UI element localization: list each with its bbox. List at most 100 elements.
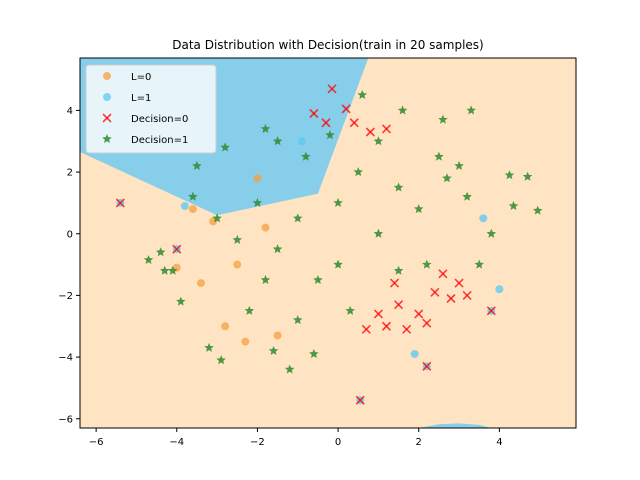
series-2-point-7	[394, 300, 404, 310]
y-axis: −6 −4 −2 0 2 4	[58, 106, 80, 425]
series-2-point-21	[355, 395, 365, 405]
series-2-point-17-stroke-b	[438, 269, 448, 279]
plot-area	[80, 58, 576, 428]
series-2-point-0	[327, 84, 337, 94]
series-3-point-21	[176, 296, 186, 306]
series-3-point-34	[438, 114, 448, 124]
series-2-point-4	[381, 124, 392, 134]
legend-marker-1	[103, 93, 111, 101]
series-2-point-10-stroke-b	[446, 293, 456, 304]
y-tick-label-5: 4	[67, 106, 73, 117]
series-2-point-5	[309, 108, 319, 119]
series-2-point-11	[381, 321, 392, 331]
series-2-point-3-stroke-b	[365, 127, 375, 137]
series-0-point-8	[188, 205, 197, 214]
series-3-point-40	[293, 315, 303, 325]
series-3-point-2	[373, 228, 384, 238]
series-3-point-5	[353, 167, 363, 177]
series-3-point-37	[393, 265, 404, 275]
legend: L=0 L=1 Decision=0 Decision=1	[85, 64, 217, 154]
x-tick-label-5: 4	[496, 437, 502, 448]
series-3-point-15	[508, 201, 519, 211]
series-2-point-18	[462, 290, 472, 300]
x-axis: −6 −4 −2 0 2 4	[89, 428, 503, 448]
series-3-point-1	[333, 197, 343, 207]
x-tick-label-4: 2	[416, 437, 422, 448]
series-3	[143, 90, 543, 374]
series-2-point-4-stroke-b	[381, 124, 392, 134]
series-3-point-0	[293, 213, 303, 223]
series-2-point-22-stroke-b	[486, 306, 496, 316]
series-3-point-31	[272, 136, 283, 146]
x-tick-label-2: −2	[250, 437, 265, 448]
series-3-point-27	[159, 265, 170, 275]
series-2-point-11-stroke-b	[381, 321, 392, 331]
series-3-point-4	[313, 275, 323, 285]
series-2-point-10	[446, 293, 456, 304]
series-3-point-44	[413, 204, 424, 214]
series-2-point-14-stroke-b	[454, 278, 464, 288]
series-3-point-13	[522, 171, 533, 181]
series-3-point-29	[220, 142, 230, 152]
series-3-point-30	[260, 123, 271, 133]
series-3-point-42	[373, 136, 384, 146]
series-2-point-2-stroke-b	[349, 118, 359, 128]
series-2-point-20	[115, 198, 125, 208]
series-3-point-12	[486, 228, 497, 238]
series-3-point-28	[192, 160, 202, 170]
series-1-point-9	[297, 137, 306, 146]
legend-label-2: Decision=0	[131, 114, 188, 125]
series-2-point-19	[389, 278, 400, 288]
series-2-point-19-stroke-b	[389, 278, 400, 288]
series-2-point-24	[172, 244, 182, 254]
series-3-point-48	[260, 275, 271, 285]
y-tick-label-0: −6	[58, 414, 73, 425]
legend-label-3: Decision=1	[131, 135, 188, 146]
series-3-point-6	[393, 182, 404, 192]
series-2-point-7-stroke-b	[394, 300, 404, 310]
y-tick-label-2: −2	[58, 291, 73, 302]
series-3-point-46	[188, 191, 198, 201]
series-3-point-3	[272, 244, 283, 254]
series-3-point-23	[216, 355, 226, 365]
legend-marker-3	[102, 134, 112, 144]
y-tick-label-3: 0	[67, 229, 73, 240]
series-2-point-8	[414, 309, 424, 319]
series-2	[115, 84, 496, 405]
series-0-point-0	[261, 223, 270, 232]
series-3-point-20	[167, 265, 178, 275]
series-2-point-14	[454, 278, 464, 288]
series-2-point-8-stroke-b	[414, 309, 424, 319]
series-3-point-39	[244, 305, 255, 315]
series-3-point-45	[474, 259, 484, 269]
series-2-point-16	[361, 324, 371, 334]
series-1-point-5	[495, 285, 504, 294]
series-3-point-22	[204, 342, 214, 352]
plot-frame	[79, 57, 577, 429]
series-0-point-5	[196, 279, 205, 288]
x-tick-label-1: −4	[169, 437, 184, 448]
series-0-point-1	[233, 260, 242, 269]
series-2-point-20-stroke-b	[115, 198, 125, 208]
series-3-point-17	[504, 170, 515, 180]
series-3-point-41	[345, 305, 355, 315]
series-2-point-24-stroke-b	[172, 244, 182, 254]
region-1-bottom	[418, 423, 492, 428]
series-2-point-6	[321, 118, 331, 128]
series-3-point-26	[309, 349, 319, 359]
series-2-point-6-stroke-b	[321, 118, 331, 128]
series-3-point-25	[284, 364, 295, 374]
series-3-point-14	[532, 205, 543, 215]
series-3-point-32	[357, 90, 368, 100]
series-3-point-43	[301, 151, 311, 161]
y-tick-label-1: −4	[58, 353, 73, 364]
series-2-point-16-stroke-b	[361, 324, 371, 334]
series-2-point-0-stroke-b	[327, 84, 337, 94]
legend-box	[85, 64, 217, 154]
series-2-point-2	[349, 118, 359, 128]
series-3-point-24	[268, 345, 279, 355]
series-0-point-6	[253, 174, 262, 183]
series-3-point-7	[252, 197, 263, 207]
series-3-point-9	[325, 130, 335, 140]
